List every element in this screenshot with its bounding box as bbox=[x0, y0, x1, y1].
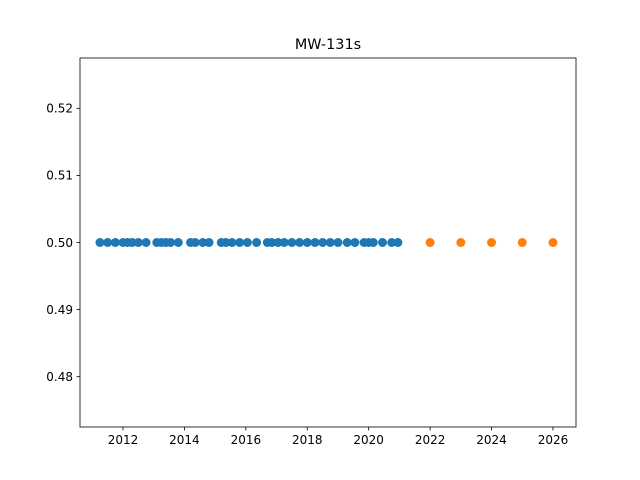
data-point-series-1 bbox=[141, 238, 151, 247]
data-point-series-1 bbox=[325, 238, 335, 247]
y-tick-label: 0.48 bbox=[46, 370, 73, 384]
data-point-series-1 bbox=[252, 238, 262, 247]
data-point-series-1 bbox=[310, 238, 320, 247]
data-point-series-1 bbox=[378, 238, 388, 247]
y-tick-label: 0.52 bbox=[46, 102, 73, 116]
x-tick-label: 2012 bbox=[108, 433, 139, 447]
data-point-series-2 bbox=[517, 238, 527, 247]
data-points bbox=[95, 238, 558, 247]
x-tick-label: 2014 bbox=[169, 433, 200, 447]
x-tick-label: 2018 bbox=[292, 433, 323, 447]
data-point-series-2 bbox=[487, 238, 497, 247]
data-point-series-1 bbox=[204, 238, 214, 247]
data-point-series-1 bbox=[393, 238, 403, 247]
y-tick-label: 0.51 bbox=[46, 169, 73, 183]
data-point-series-1 bbox=[350, 238, 360, 247]
x-tick-label: 2024 bbox=[476, 433, 507, 447]
x-tick-label: 2022 bbox=[415, 433, 446, 447]
data-point-series-1 bbox=[295, 238, 305, 247]
data-point-series-1 bbox=[103, 238, 113, 247]
data-point-series-2 bbox=[425, 238, 435, 247]
y-tick-label: 0.49 bbox=[46, 303, 73, 317]
x-tick-label: 2026 bbox=[538, 433, 569, 447]
data-point-series-1 bbox=[190, 238, 200, 247]
data-point-series-1 bbox=[235, 238, 245, 247]
data-point-series-1 bbox=[333, 238, 343, 247]
data-point-series-1 bbox=[287, 238, 297, 247]
data-point-series-1 bbox=[302, 238, 312, 247]
x-tick-label: 2016 bbox=[231, 433, 262, 447]
data-point-series-1 bbox=[227, 238, 237, 247]
data-point-series-1 bbox=[133, 238, 143, 247]
y-tick-label: 0.50 bbox=[46, 236, 73, 250]
data-point-series-2 bbox=[548, 238, 558, 247]
data-point-series-1 bbox=[166, 238, 176, 247]
x-tick-label: 2020 bbox=[353, 433, 384, 447]
chart-title: MW-131s bbox=[295, 37, 361, 53]
data-point-series-1 bbox=[342, 238, 352, 247]
data-point-series-1 bbox=[242, 238, 252, 247]
data-point-series-2 bbox=[456, 238, 466, 247]
data-point-series-1 bbox=[368, 238, 378, 247]
data-point-series-1 bbox=[110, 238, 120, 247]
y-axis-ticks: 0.48 0.49 0.50 0.51 0.52 bbox=[46, 102, 80, 384]
data-point-series-1 bbox=[279, 238, 289, 247]
x-axis-ticks: 2012 2014 2016 2018 2020 2022 2024 2026 bbox=[108, 427, 569, 447]
data-point-series-1 bbox=[318, 238, 328, 247]
data-point-series-1 bbox=[95, 238, 105, 247]
data-point-series-1 bbox=[273, 238, 283, 247]
data-point-series-1 bbox=[173, 238, 183, 247]
